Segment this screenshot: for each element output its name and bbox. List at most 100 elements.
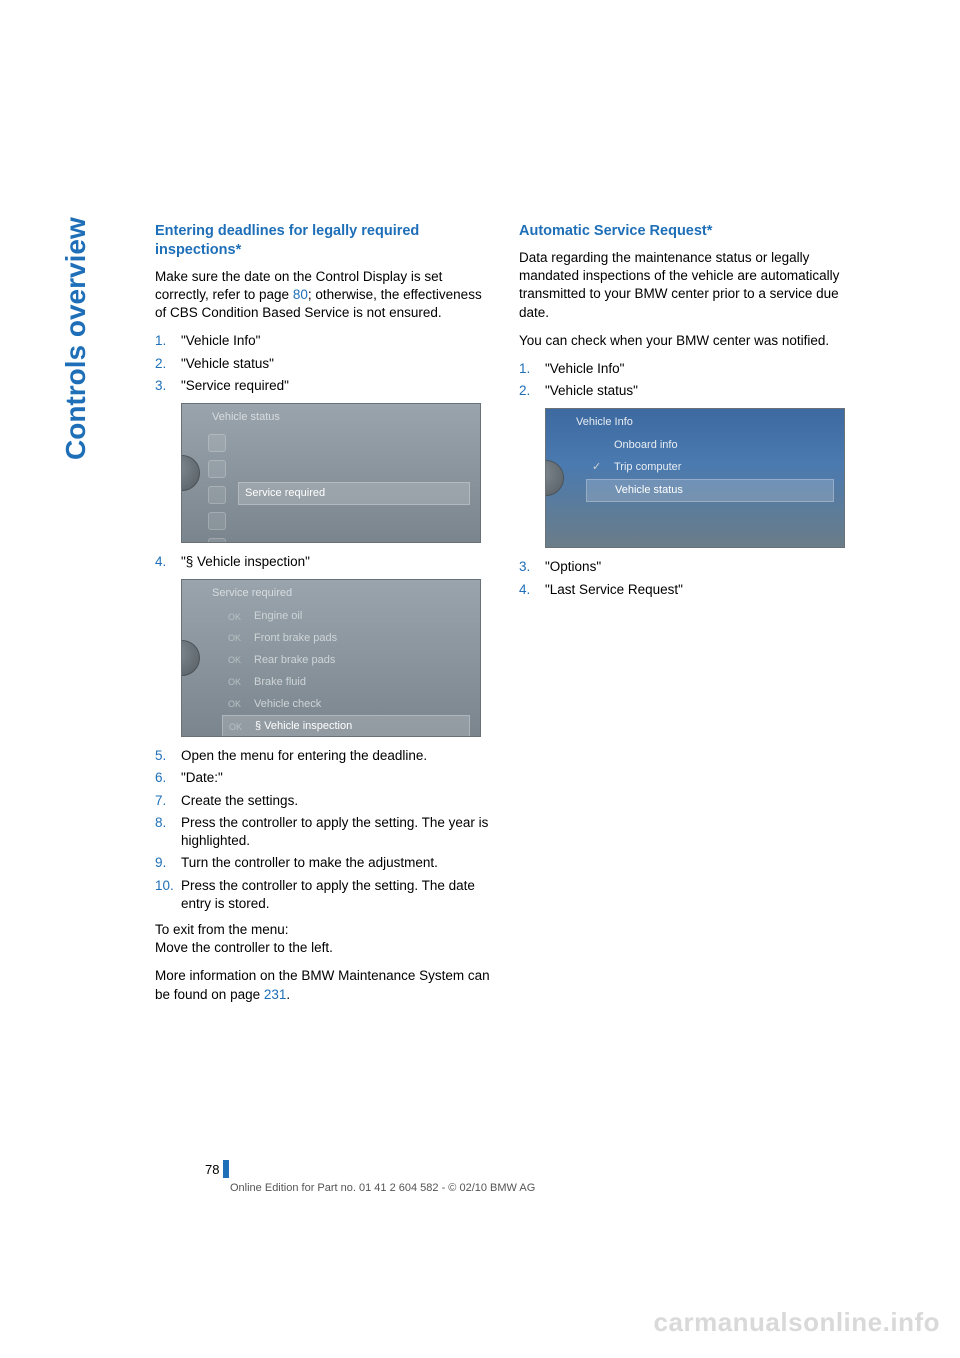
- step-number: 7.: [155, 792, 181, 810]
- service-icon: [208, 512, 226, 530]
- step-text: "§ Vehicle inspection": [181, 553, 491, 571]
- check-icon: ✓: [592, 460, 606, 475]
- content-area: Entering deadlines for legally required …: [155, 222, 855, 1014]
- steps-list-b: 5.Open the menu for entering the deadlin…: [155, 747, 491, 913]
- step-number: 4.: [155, 553, 181, 571]
- screenshot-row-label: Engine oil: [254, 609, 302, 624]
- step-number: 8.: [155, 814, 181, 850]
- ok-tag: OK: [228, 698, 246, 710]
- step-item: 8.Press the controller to apply the sett…: [155, 814, 491, 850]
- page-link[interactable]: 231: [264, 987, 287, 1002]
- step-item: 2."Vehicle status": [519, 382, 855, 400]
- screenshot-body: OK Engine oil OK Front brake pads OK Rear b…: [222, 606, 470, 737]
- ok-tag: OK: [229, 721, 247, 733]
- step-text: Create the settings.: [181, 792, 491, 810]
- paragraph: You can check when your BMW center was n…: [519, 332, 855, 350]
- step-text: "Date:": [181, 769, 491, 787]
- step-text: "Vehicle Info": [545, 360, 855, 378]
- page-number-wrap: 78: [205, 1160, 229, 1178]
- ok-tag: OK: [228, 632, 246, 644]
- step-item: 1."Vehicle Info": [519, 360, 855, 378]
- screenshot-selected-row: Service required: [238, 482, 470, 505]
- idrive-screenshot-vehicle-status: Vehicle status Service required: [181, 403, 481, 543]
- screenshot-row: OKBrake fluid: [222, 672, 470, 693]
- warning-icon: [208, 538, 226, 543]
- screenshot-row-label: Trip computer: [614, 460, 681, 475]
- step-text: "Vehicle Info": [181, 332, 491, 350]
- screenshot-icon-column: [208, 434, 226, 543]
- screenshot-row: OK Engine oil: [222, 606, 470, 627]
- step-text: "Service required": [181, 377, 491, 395]
- step-text: Open the menu for entering the deadline.: [181, 747, 491, 765]
- step-number: 9.: [155, 854, 181, 872]
- exit-instruction: To exit from the menu: Move the controll…: [155, 921, 491, 957]
- step-number: 3.: [519, 558, 545, 576]
- step-item: 5.Open the menu for entering the deadlin…: [155, 747, 491, 765]
- step-item: 3."Service required": [155, 377, 491, 395]
- ok-tag: OK: [228, 611, 246, 623]
- screenshot-selected-row: OK § Vehicle inspection: [222, 715, 470, 737]
- status-icon: [208, 434, 226, 452]
- manual-page: Controls overview Entering deadlines for…: [0, 0, 960, 1358]
- left-column: Entering deadlines for legally required …: [155, 222, 491, 1014]
- step-text: Turn the controller to make the adjustme…: [181, 854, 491, 872]
- screenshot-row-label: Onboard info: [614, 438, 678, 453]
- controller-knob-icon: [181, 455, 200, 491]
- step-text: "Last Service Request": [545, 581, 855, 599]
- step-item: 3."Options": [519, 558, 855, 576]
- step-text: "Vehicle status": [545, 382, 855, 400]
- step-text: Press the controller to apply the settin…: [181, 877, 491, 913]
- step-number: 5.: [155, 747, 181, 765]
- section-tab-label: Controls overview: [60, 217, 92, 460]
- step-item: 6."Date:": [155, 769, 491, 787]
- idrive-screenshot-service-required: Service required OK Engine oil OK Front br…: [181, 579, 481, 737]
- steps-list-a: 1."Vehicle Info" 2."Vehicle status" 3."S…: [155, 332, 491, 395]
- step-item: 4."Last Service Request": [519, 581, 855, 599]
- screenshot-row-label: Front brake pads: [254, 631, 337, 646]
- more-info-paragraph: More information on the BMW Maintenance …: [155, 967, 491, 1003]
- screenshot-header: Vehicle Info: [576, 415, 633, 430]
- watermark-text: carmanualsonline.info: [654, 1307, 940, 1338]
- screenshot-row-label: Brake fluid: [254, 675, 306, 690]
- paragraph: Data regarding the maintenance status or…: [519, 249, 855, 322]
- screenshot-row: OK Front brake pads: [222, 628, 470, 649]
- ok-tag: OK: [228, 654, 246, 666]
- page-link[interactable]: 80: [293, 287, 308, 302]
- controller-knob-icon: [181, 640, 200, 676]
- screenshot-row-label: Rear brake pads: [254, 653, 335, 668]
- step-item: 7.Create the settings.: [155, 792, 491, 810]
- more-text-post: .: [286, 987, 290, 1002]
- screenshot-row: OK Vehicle check: [222, 694, 470, 715]
- step-item: 9.Turn the controller to make the adjust…: [155, 854, 491, 872]
- step-number: 6.: [155, 769, 181, 787]
- controller-knob-icon: [545, 460, 564, 496]
- intro-paragraph: Make sure the date on the Control Displa…: [155, 268, 491, 323]
- screenshot-body: Onboard info ✓ Trip computer Vehicle stat…: [586, 435, 834, 503]
- exit-line-1: To exit from the menu:: [155, 922, 289, 937]
- step-number: 2.: [155, 355, 181, 373]
- step-number: 1.: [155, 332, 181, 350]
- step-number: 3.: [155, 377, 181, 395]
- step-item: 10.Press the controller to apply the set…: [155, 877, 491, 913]
- section-heading: Entering deadlines for legally required …: [155, 222, 491, 260]
- step-text: "Options": [545, 558, 855, 576]
- step-number: 2.: [519, 382, 545, 400]
- step-text: Press the controller to apply the settin…: [181, 814, 491, 850]
- screenshot-row-label: Vehicle check: [254, 697, 321, 712]
- step-number: 10.: [155, 877, 181, 913]
- screenshot-row: OK Rear brake pads: [222, 650, 470, 671]
- footer-text: Online Edition for Part no. 01 41 2 604 …: [230, 1182, 535, 1194]
- idrive-screenshot-vehicle-info: Vehicle Info Onboard info ✓ Trip computer…: [545, 408, 845, 548]
- status-icon: [208, 486, 226, 504]
- section-heading: Automatic Service Request*: [519, 222, 855, 241]
- screenshot-row: Onboard info: [586, 435, 834, 456]
- exit-line-2: Move the controller to the left.: [155, 940, 333, 955]
- screenshot-row-label: § Vehicle inspection: [255, 719, 352, 734]
- page-number-bar: [223, 1160, 229, 1178]
- screenshot-header: Service required: [212, 586, 292, 601]
- steps-list-a2: 4."§ Vehicle inspection": [155, 553, 491, 571]
- step-item: 2."Vehicle status": [155, 355, 491, 373]
- screenshot-row-label: Service required: [245, 486, 325, 501]
- step-text: "Vehicle status": [181, 355, 491, 373]
- screenshot-selected-row: Vehicle status: [586, 479, 834, 502]
